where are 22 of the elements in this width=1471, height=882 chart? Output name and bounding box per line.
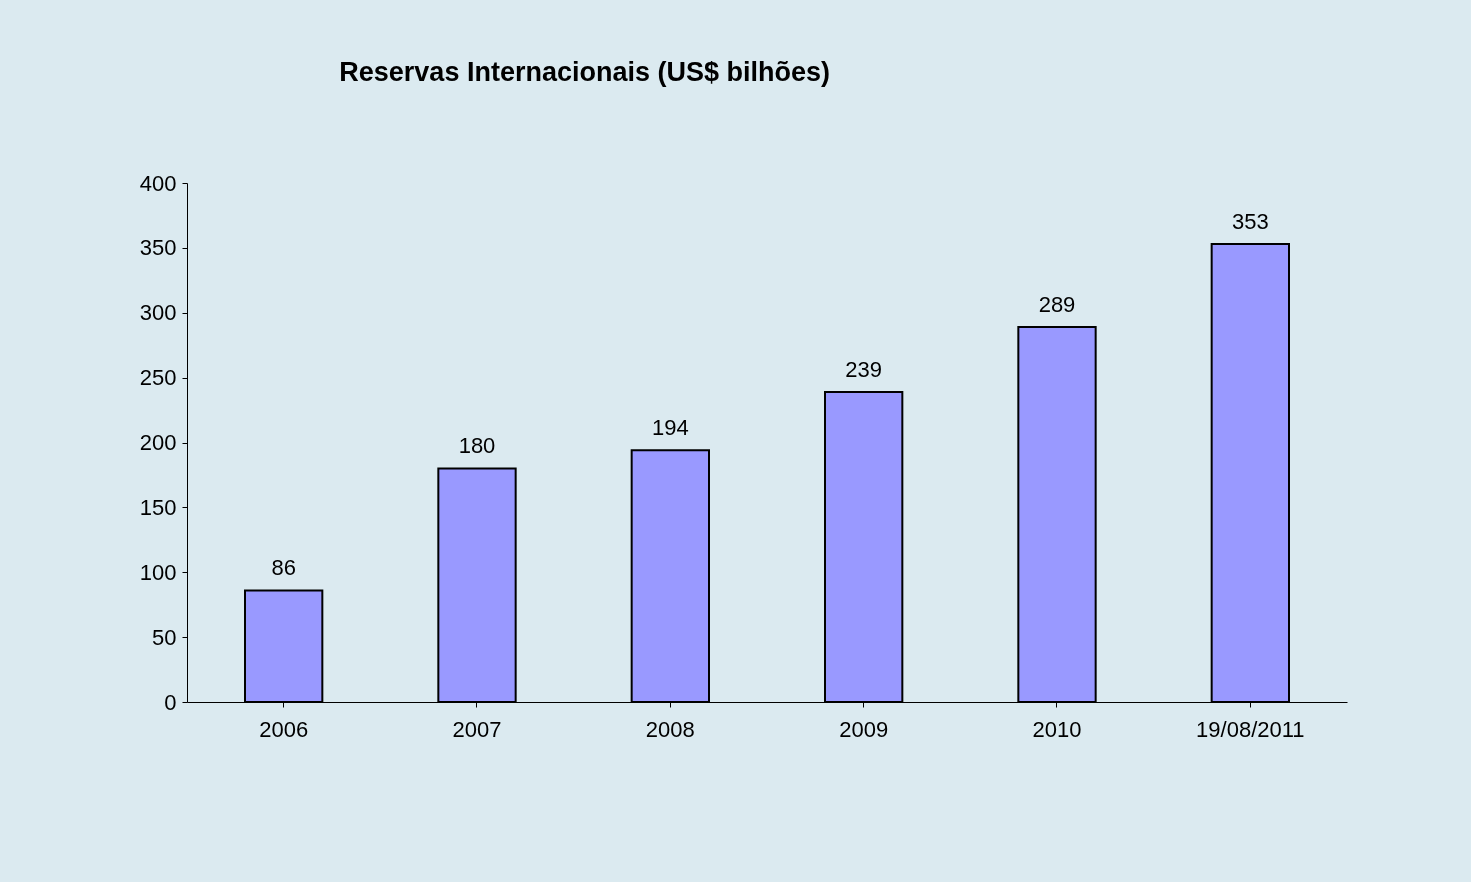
data-label: 180 xyxy=(458,433,496,459)
data-label: 353 xyxy=(1231,208,1269,234)
y-tick-label: 100 xyxy=(139,559,177,585)
x-tick-label: 2006 xyxy=(259,716,309,742)
y-tick-label: 50 xyxy=(152,624,177,650)
x-tick-label: 2007 xyxy=(452,716,502,742)
y-tick-label: 400 xyxy=(139,170,177,196)
y-tick-label: 350 xyxy=(139,235,177,261)
chart-title: Reservas Internacionais (US$ bilhões) xyxy=(339,57,830,87)
y-tick-label: 0 xyxy=(164,689,177,715)
data-label: 86 xyxy=(271,555,296,581)
data-label: 239 xyxy=(845,356,883,382)
y-tick-label: 150 xyxy=(139,494,177,520)
data-label: 289 xyxy=(1038,292,1076,318)
y-tick-label: 200 xyxy=(139,430,177,455)
x-tick-label: 2008 xyxy=(645,716,695,742)
data-label: 194 xyxy=(651,415,689,441)
y-tick-label: 250 xyxy=(139,365,177,391)
y-tick-label: 300 xyxy=(139,300,177,326)
x-tick-label: 19/08/2011 xyxy=(1196,716,1305,742)
x-tick-label: 2009 xyxy=(839,716,889,742)
x-tick-label: 2010 xyxy=(1032,716,1082,742)
